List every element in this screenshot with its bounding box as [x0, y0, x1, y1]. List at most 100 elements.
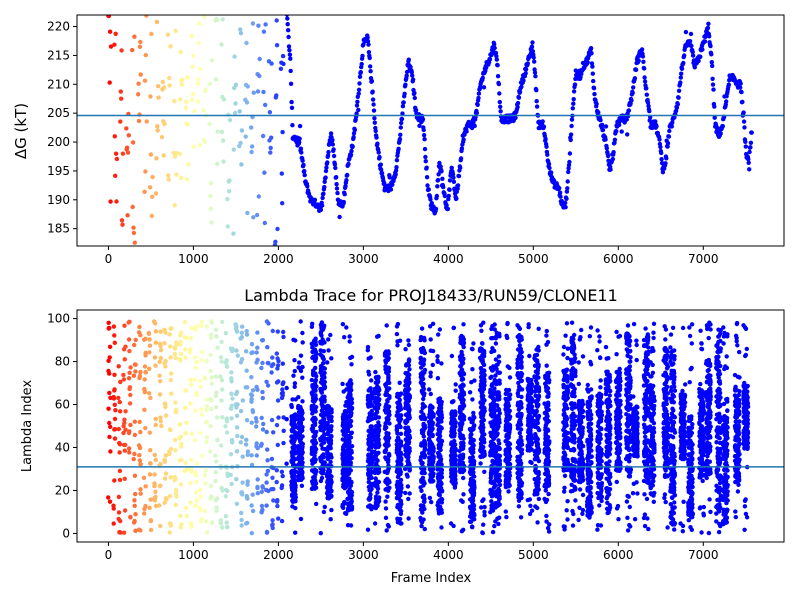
bottom-data-point [234, 329, 240, 334]
bottom-data-point [292, 484, 297, 489]
bottom-data-point [407, 491, 412, 496]
top-data-point [278, 66, 284, 72]
bottom-data-point [235, 433, 240, 439]
bottom-data-point [309, 449, 315, 455]
bottom-data-point [183, 430, 189, 436]
bottom-data-point [168, 446, 174, 452]
bottom-data-point [328, 332, 333, 338]
bottom-data-point [365, 527, 371, 532]
bottom-data-point [489, 499, 494, 504]
top-data-point [197, 142, 202, 148]
top-data-point [360, 53, 365, 59]
bottom-data-point [406, 359, 412, 364]
bottom-data-point [250, 350, 255, 355]
top-data-point [209, 220, 214, 225]
bottom-data-point [395, 431, 400, 436]
top-data-point [568, 132, 574, 137]
bottom-data-point [346, 435, 351, 440]
bottom-data-point [275, 442, 280, 448]
bottom-data-point [173, 476, 178, 482]
bottom-data-point [133, 528, 138, 533]
top-data-point [269, 61, 274, 66]
bottom-data-point [193, 408, 198, 413]
bottom-data-point [234, 413, 240, 418]
bottom-data-point [214, 505, 219, 510]
top-data-point [523, 67, 529, 72]
bottom-data-point [138, 487, 143, 492]
bottom-data-point [458, 373, 464, 378]
top-data-point [195, 99, 201, 104]
bottom-data-point [163, 358, 168, 364]
bottom-data-point [152, 355, 158, 360]
bottom-data-point [310, 383, 315, 388]
bottom-data-point [493, 483, 498, 488]
bottom-data-point [349, 431, 354, 436]
top-data-point [425, 183, 430, 188]
top-data-point [202, 139, 208, 145]
bottom-data-point [108, 424, 113, 429]
top-y-axis-label: ΔG (kT) [12, 103, 30, 159]
bottom-data-point [199, 323, 204, 329]
bottom-data-point [255, 446, 260, 451]
bottom-data-point [398, 461, 404, 466]
bottom-data-point [107, 499, 113, 504]
x-tick-label: 5000 [518, 252, 549, 266]
x-tick-label: 2000 [263, 252, 294, 266]
bottom-data-point [382, 426, 388, 431]
bottom-data-point [396, 417, 401, 422]
bottom-data-point [347, 334, 352, 339]
top-data-point [571, 89, 577, 94]
top-data-point [644, 92, 649, 97]
top-data-point [742, 125, 747, 130]
bottom-data-point [298, 436, 303, 442]
top-data-point [369, 78, 375, 84]
bottom-data-point [234, 501, 240, 506]
bottom-data-point [147, 505, 152, 510]
top-data-point [138, 39, 143, 45]
top-data-point [711, 87, 716, 92]
bottom-data-point [481, 373, 486, 378]
bottom-data-point [127, 319, 132, 324]
top-data-point [525, 61, 530, 66]
bottom-data-point [223, 514, 229, 519]
bottom-data-point [214, 390, 219, 395]
bottom-data-point [259, 441, 264, 447]
bottom-data-point [255, 491, 260, 496]
bottom-data-point [418, 375, 424, 380]
bottom-data-point [479, 429, 485, 435]
top-data-point [401, 100, 406, 105]
bottom-data-point [132, 518, 137, 524]
top-data-point [492, 42, 497, 47]
top-data-point [118, 119, 123, 124]
top-data-point [592, 91, 597, 97]
bottom-data-point [162, 459, 168, 464]
top-data-point [233, 82, 239, 88]
top-data-point [219, 42, 224, 47]
top-data-point [379, 167, 384, 172]
top-data-point [324, 165, 329, 170]
top-data-point [343, 183, 348, 189]
top-data-point [608, 167, 613, 172]
bottom-data-point [488, 491, 493, 496]
top-data-point [261, 89, 266, 95]
top-data-point [201, 108, 206, 113]
bottom-data-point [245, 482, 250, 487]
bottom-data-point [430, 362, 435, 368]
bottom-data-point [481, 522, 486, 527]
bottom-data-point [224, 520, 229, 525]
top-data-point [530, 49, 536, 54]
top-data-point [148, 152, 154, 157]
top-data-point [220, 17, 225, 22]
bottom-data-point [264, 379, 269, 384]
bottom-data-point [461, 475, 466, 481]
bottom-data-point [349, 448, 354, 454]
top-data-point [557, 186, 562, 191]
bottom-data-point [167, 494, 172, 499]
bottom-data-point [310, 355, 315, 360]
top-data-point [154, 19, 160, 25]
top-data-point [437, 160, 442, 166]
bottom-data-point [199, 453, 205, 458]
bottom-data-point [249, 342, 255, 347]
bottom-data-point [376, 333, 381, 339]
top-data-point [564, 189, 570, 194]
